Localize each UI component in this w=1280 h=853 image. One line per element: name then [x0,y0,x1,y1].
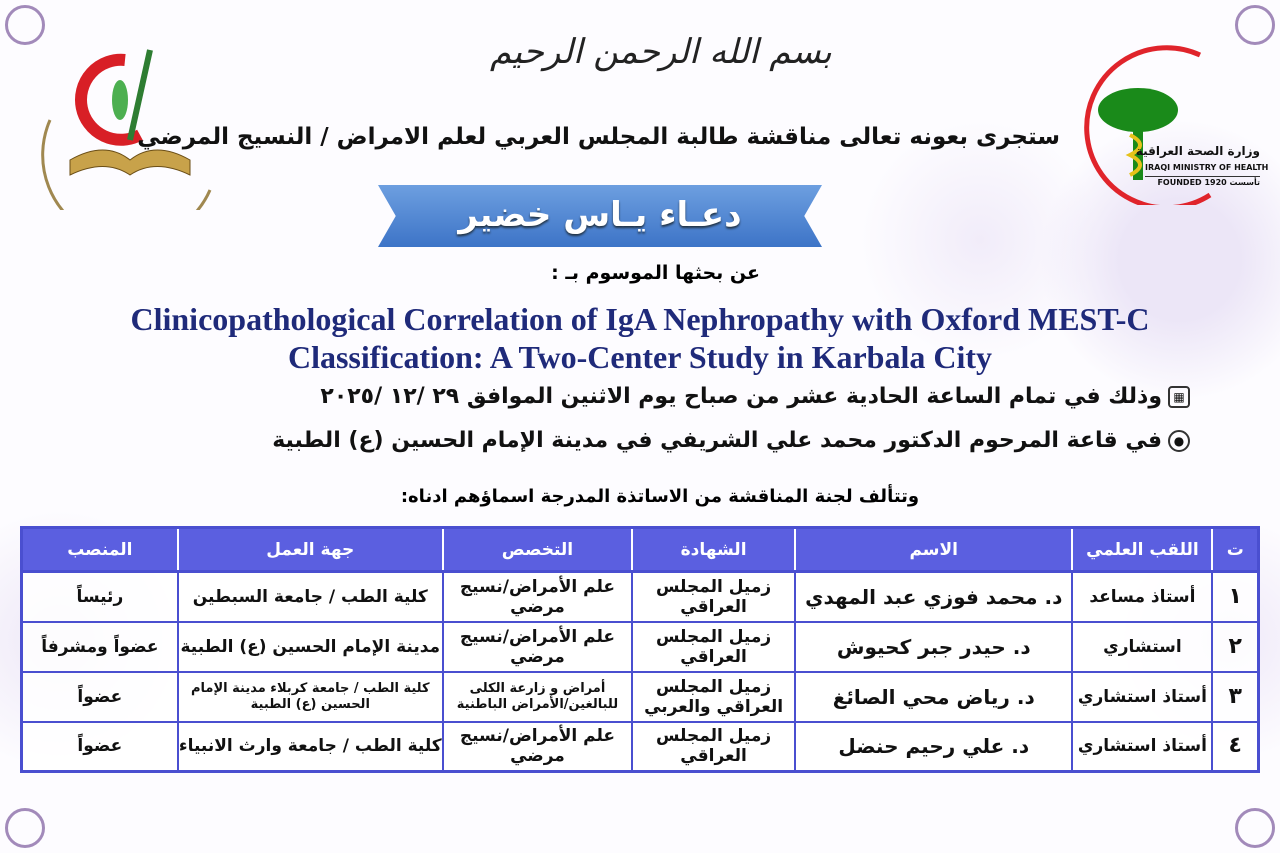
date-text: وذلك في تمام الساعة الحادية عشر من صباح … [320,384,1162,409]
student-name-banner: دعـاء يـاس خضير [378,185,822,247]
cell-academic-title: أستاذ مساعد [1071,570,1214,623]
ministry-name-en: IRAQI MINISTRY OF HEALTH [1145,163,1269,172]
cell-specialty: أمراض و زارعة الكلى للبالغين/الأمراض الب… [441,670,634,723]
cell-role: عضواً ومشرفاً [20,620,179,673]
cell-academic-title: أستاذ استشاري [1071,670,1214,723]
cell-workplace: مدينة الإمام الحسين (ع) الطبية [176,620,444,673]
cell-degree: زميل المجلس العراقي [631,570,797,623]
cell-workplace: كلية الطب / جامعة كربلاء مدينة الإمام ال… [176,670,444,723]
thesis-intro: عن بحثها الموسوم بـ : [551,262,760,284]
location-text: في قاعة المرحوم الدكتور محمد علي الشريفي… [272,428,1162,453]
calendar-icon: ▦ [1168,386,1190,408]
cell-role: رئيساً [20,570,179,623]
header-workplace: جهة العمل [176,526,444,573]
ministry-name-ar: وزارة الصحة العراقية [1135,144,1260,158]
cell-name: د. رياض محي الصائغ [794,670,1074,723]
corner-ornament [5,808,45,848]
location-line: ● في قاعة المرحوم الدكتور محمد علي الشريف… [60,426,1190,456]
cell-specialty: علم الأمراض/نسيج مرضي [441,720,634,773]
cell-role: عضواً [20,670,179,723]
table-row: ٢ استشاري د. حيدر جبر كحيوش زميل المجلس الع… [20,620,1260,673]
cell-degree: زميل المجلس العراقي [631,620,797,673]
basmala-calligraphy: بسم الله الرحمن الرحيم [490,32,832,72]
cell-academic-title: استشاري [1071,620,1214,673]
cell-index: ٢ [1211,620,1260,673]
cell-index: ٤ [1211,720,1260,773]
corner-ornament [5,5,45,45]
thesis-title: Clinicopathological Correlation of IgA N… [10,300,1270,376]
table-row: ٤ أستاذ استشاري د. علي رحيم حنضل زميل المجل… [20,720,1260,773]
corner-ornament [1235,5,1275,45]
cell-academic-title: أستاذ استشاري [1071,720,1214,773]
thesis-title-line1: Clinicopathological Correlation of IgA N… [130,301,1150,337]
cell-name: د. علي رحيم حنضل [794,720,1074,773]
cell-workplace: كلية الطب / جامعة وارث الانبياء [176,720,444,773]
header-name: الاسم [794,526,1074,573]
cell-specialty: علم الأمراض/نسيج مرضي [441,620,634,673]
location-pin-icon: ● [1168,430,1190,452]
ministry-founded: FOUNDED 1920 تأسست [1145,176,1260,188]
cell-workplace: كلية الطب / جامعة السبطين [176,570,444,623]
header-specialty: التخصص [441,526,634,573]
cell-name: د. محمد فوزي عبد المهدي [794,570,1074,623]
date-line: ▦ وذلك في تمام الساعة الحادية عشر من صباح… [60,382,1190,412]
committee-intro: وتتألف لجنة المناقشة من الاساتذة المدرجة… [400,486,920,507]
cell-index: ٣ [1211,670,1260,723]
cell-specialty: علم الأمراض/نسيج مرضي [441,570,634,623]
table-header-row: ت اللقب العلمي الاسم الشهادة التخصص جهة … [20,526,1260,573]
cell-name: د. حيدر جبر كحيوش [794,620,1074,673]
header-degree: الشهادة [631,526,797,573]
header-index: ت [1211,526,1260,573]
corner-ornament [1235,808,1275,848]
table-row: ٣ أستاذ استشاري د. رياض محي الصائغ زميل الم… [20,670,1260,723]
header-role: المنصب [20,526,179,573]
thesis-title-line2: Classification: A Two-Center Study in Ka… [287,339,993,375]
committee-table: ت اللقب العلمي الاسم الشهادة التخصص جهة … [20,526,1260,773]
cell-degree: زميل المجلس العراقي [631,720,797,773]
cell-index: ١ [1211,570,1260,623]
announcement-text: ستجرى بعونه تعالى مناقشة طالبة المجلس ال… [137,124,1060,150]
cell-degree: زميل المجلس العراقي والعربي [631,670,797,723]
header-academic-title: اللقب العلمي [1071,526,1214,573]
ministry-of-health-logo: وزارة الصحة العراقية IRAQI MINISTRY OF H… [1060,45,1269,205]
table-row: ١ أستاذ مساعد د. محمد فوزي عبد المهدي زميل … [20,570,1260,623]
cell-role: عضواً [20,720,179,773]
